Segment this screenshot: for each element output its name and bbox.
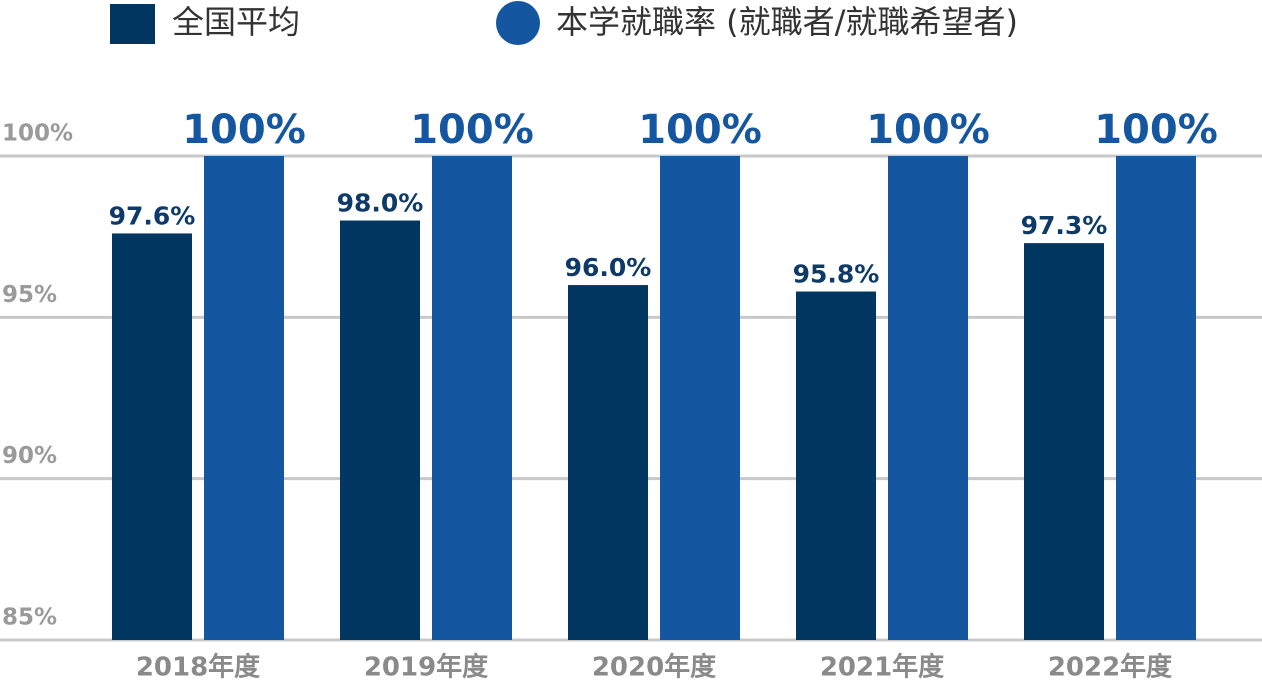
bar [660, 156, 740, 640]
data-label: 100% [1094, 107, 1218, 153]
x-tick-label: 2021年度 [820, 652, 944, 683]
data-label: 97.3% [1021, 211, 1108, 240]
x-tick-label: 2019年度 [364, 652, 488, 683]
bar [1116, 156, 1196, 640]
data-label: 97.6% [109, 201, 196, 230]
x-tick-label: 2022年度 [1048, 652, 1172, 683]
legend-marker [496, 1, 540, 45]
x-tick-label: 2020年度 [592, 652, 716, 683]
data-label: 95.8% [793, 260, 880, 289]
data-label: 96.0% [565, 253, 652, 282]
legend-label: 全国平均 [172, 3, 300, 41]
bar [796, 291, 876, 640]
bar [204, 156, 284, 640]
bar [432, 156, 512, 640]
data-label: 100% [866, 107, 990, 153]
data-label: 100% [410, 107, 534, 153]
y-tick-label: 85% [2, 605, 57, 631]
bar [888, 156, 968, 640]
y-tick-label: 90% [2, 443, 57, 469]
data-label: 100% [182, 107, 306, 153]
bar [340, 220, 420, 641]
y-tick-label: 100% [2, 121, 73, 147]
bar [568, 285, 648, 640]
y-tick-label: 95% [2, 282, 57, 308]
bar [1024, 243, 1104, 640]
legend-label: 本学就職率 (就職者/就職希望者) [556, 3, 1018, 41]
legend-marker [110, 4, 155, 44]
bar [112, 233, 192, 640]
x-tick-label: 2018年度 [136, 652, 260, 683]
data-label: 100% [638, 107, 762, 153]
data-label: 98.0% [337, 189, 424, 218]
